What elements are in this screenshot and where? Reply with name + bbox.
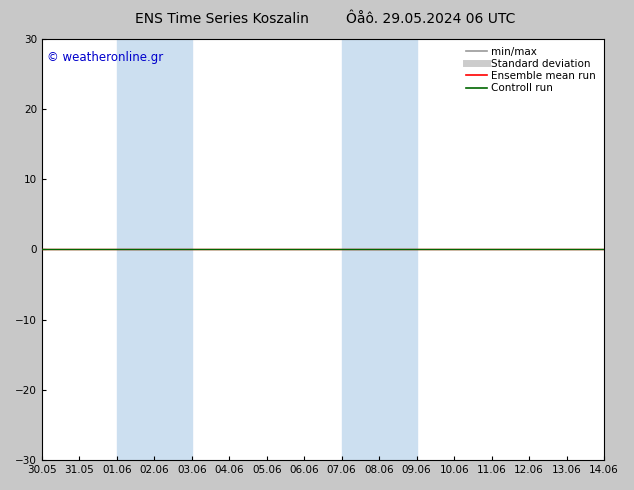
Text: ENS Time Series Koszalin: ENS Time Series Koszalin [135, 12, 309, 26]
Bar [342, 39, 417, 460]
Legend: min/max, Standard deviation, Ensemble mean run, Controll run: min/max, Standard deviation, Ensemble me… [463, 44, 599, 97]
Text: Ôåô. 29.05.2024 06 UTC: Ôåô. 29.05.2024 06 UTC [346, 12, 516, 26]
Bar [117, 39, 191, 460]
Text: © weatheronline.gr: © weatheronline.gr [48, 51, 164, 64]
